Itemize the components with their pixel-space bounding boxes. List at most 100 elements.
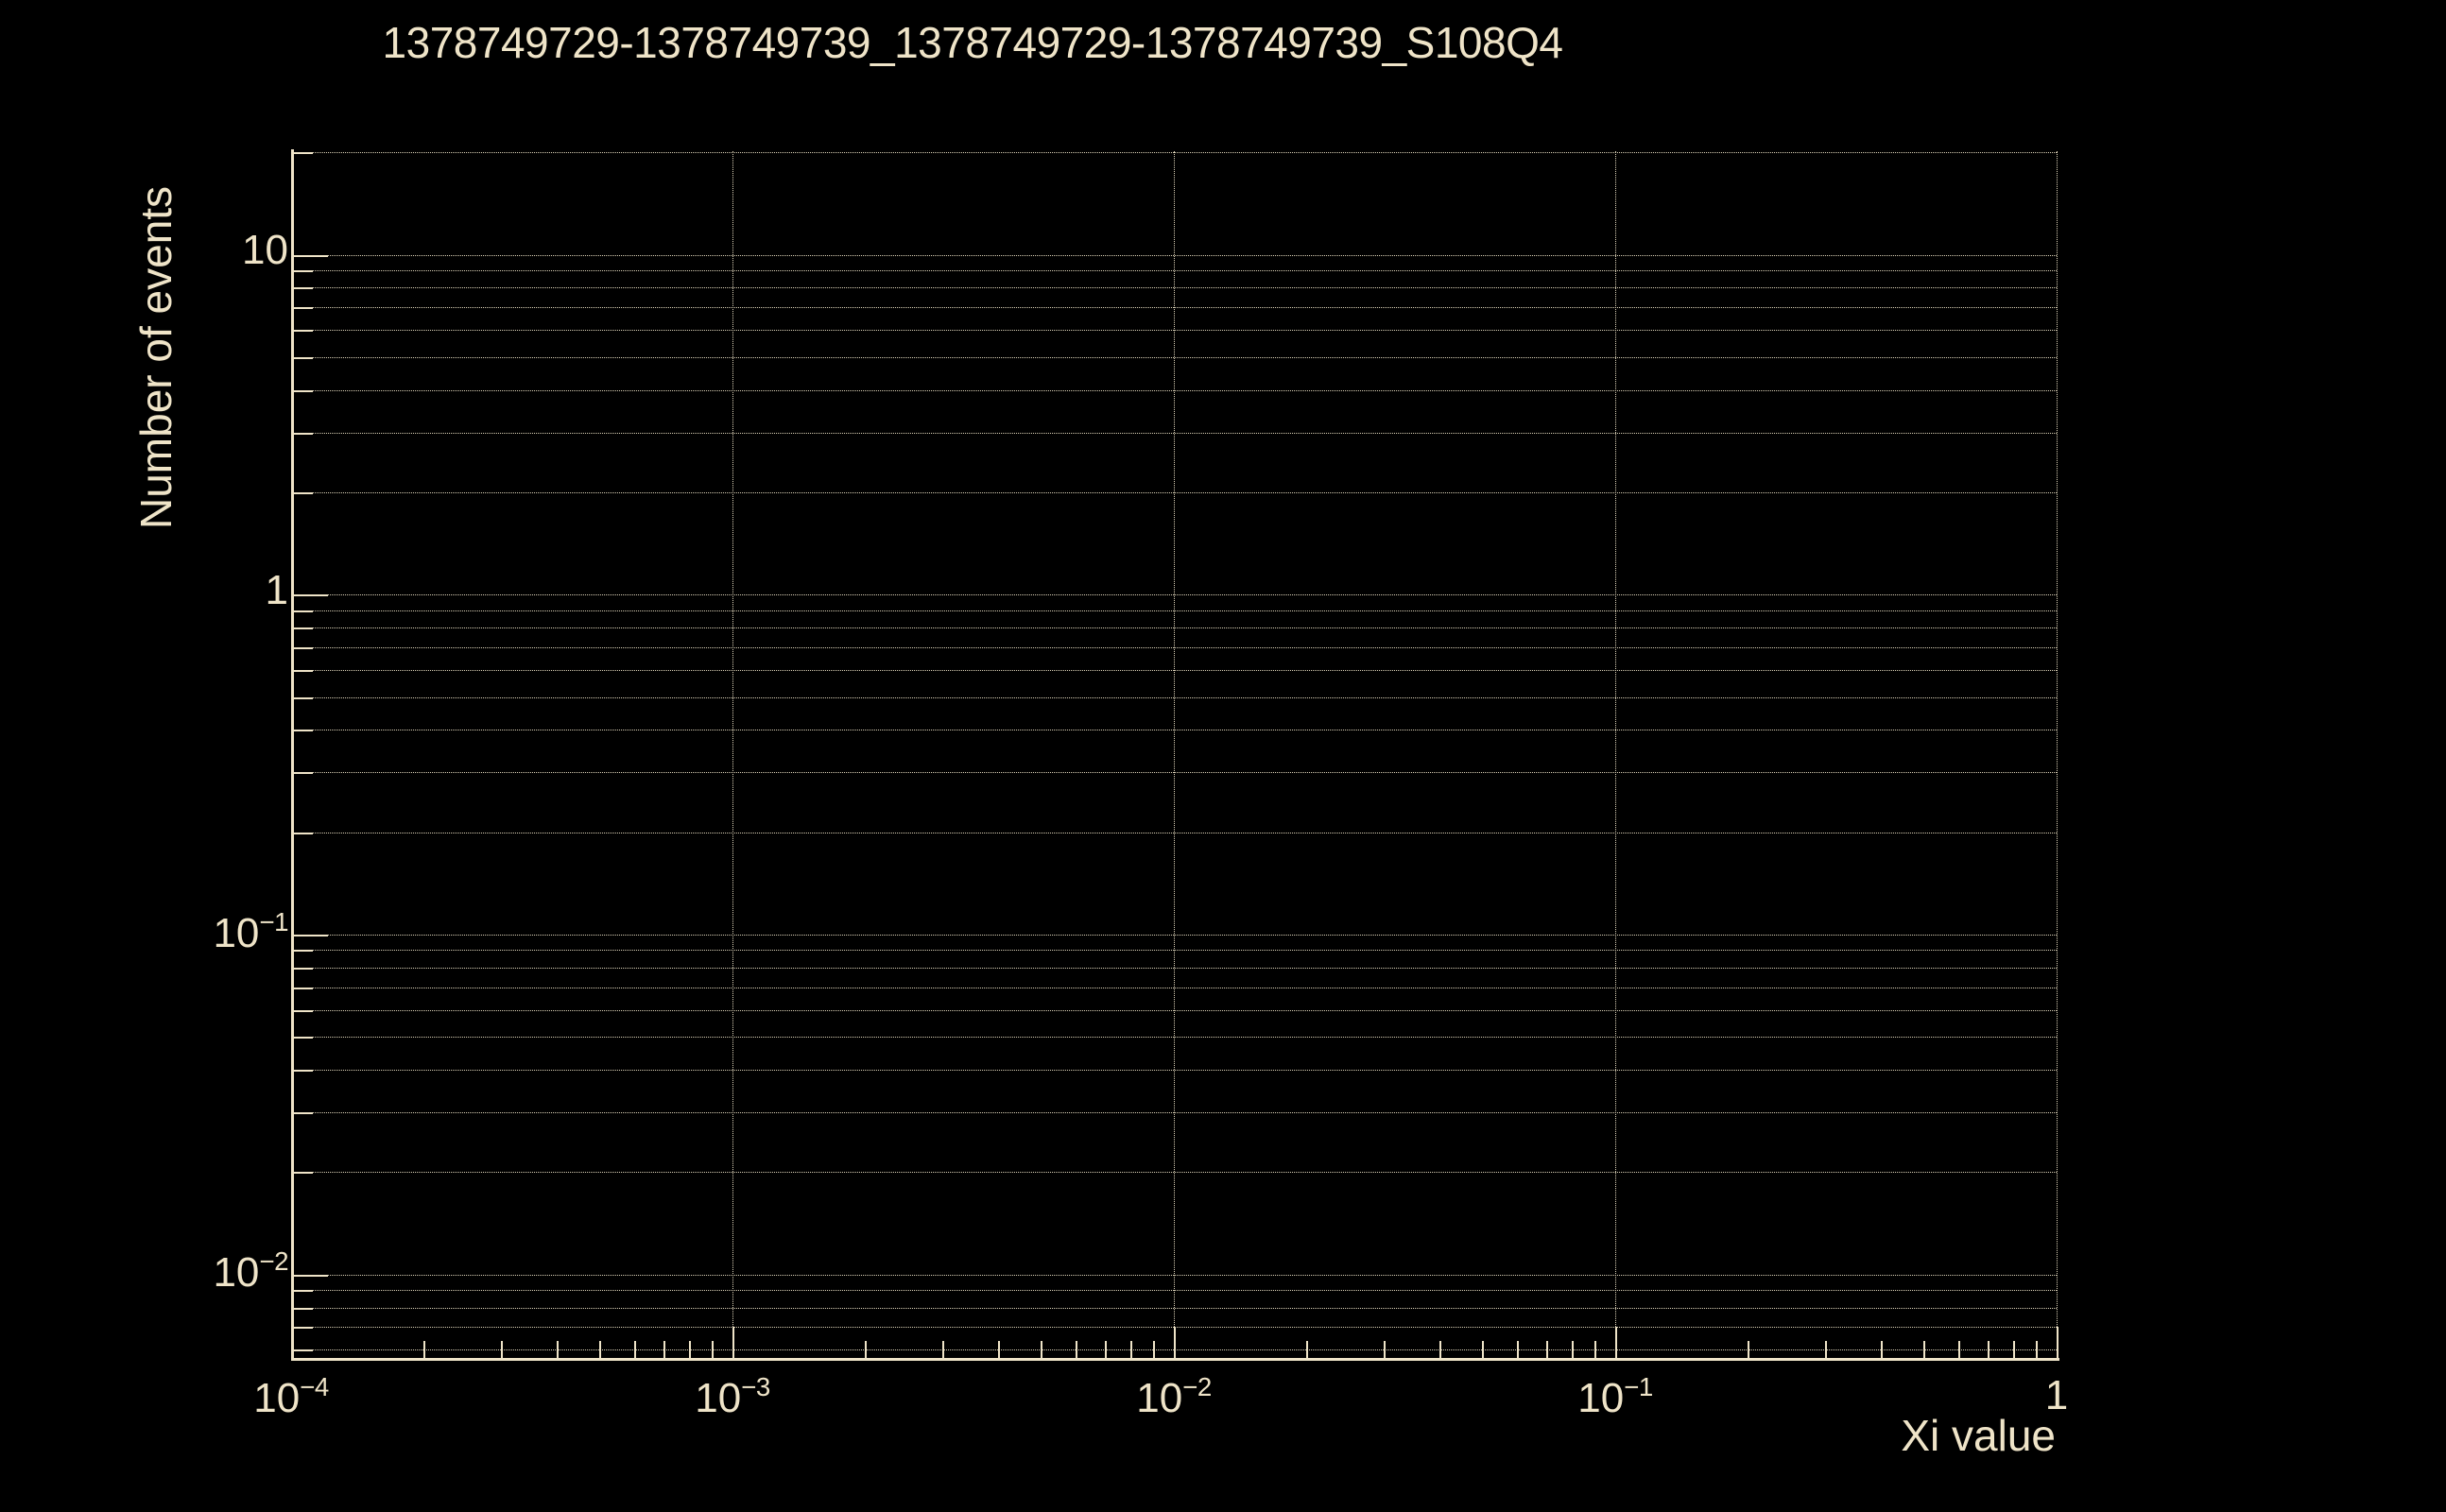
x-axis-tick (599, 1341, 601, 1358)
y-axis-tick (294, 772, 313, 774)
gridline-horizontal (295, 627, 2057, 629)
y-axis-tick (294, 307, 313, 309)
gridline-horizontal (295, 772, 2057, 774)
gridline-horizontal (295, 287, 2057, 289)
y-axis-tick (294, 152, 313, 154)
x-axis-tick (1130, 1341, 1132, 1358)
gridline-horizontal (295, 492, 2057, 494)
y-axis-tick (294, 833, 313, 834)
gridline-horizontal (295, 833, 2057, 834)
y-tick-label: 10−1 (213, 906, 288, 956)
gridline-horizontal (295, 1070, 2057, 1072)
x-axis-tick (2036, 1341, 2038, 1358)
x-tick-label: 10−4 (253, 1372, 329, 1422)
y-axis-tick (294, 935, 328, 936)
y-axis-title: Number of events (131, 185, 181, 529)
gridline-horizontal (295, 1010, 2057, 1012)
gridline-horizontal (295, 1290, 2057, 1292)
x-axis-tick (1825, 1341, 1827, 1358)
y-axis-tick (294, 1037, 313, 1039)
y-axis-tick (294, 647, 313, 649)
gridline-horizontal (295, 1275, 2057, 1277)
y-axis-tick (294, 1308, 313, 1310)
x-axis-tick (1174, 1327, 1176, 1358)
x-axis-tick (423, 1341, 425, 1358)
gridline-horizontal (295, 935, 2057, 936)
x-axis-tick (634, 1341, 636, 1358)
x-axis-title: Xi value (1901, 1411, 2056, 1460)
x-axis-tick (1439, 1341, 1441, 1358)
x-axis-tick (1923, 1341, 1925, 1358)
gridline-horizontal (295, 1327, 2057, 1329)
x-axis-tick (689, 1341, 691, 1358)
x-axis-tick (942, 1341, 944, 1358)
gridline-horizontal (295, 255, 2057, 257)
gridline-horizontal (295, 357, 2057, 359)
x-axis-line (291, 1358, 2059, 1361)
y-axis-tick (294, 1070, 313, 1072)
gridline-vertical (1615, 151, 1617, 1359)
page-title: 1378749729-1378749739_1378749729-1378749… (0, 17, 2446, 68)
x-tick-label: 10−3 (695, 1372, 770, 1422)
x-axis-tick (1041, 1341, 1042, 1358)
x-axis-tick (732, 1327, 734, 1358)
x-axis-tick (1988, 1341, 1990, 1358)
gridline-vertical (732, 151, 734, 1359)
y-axis-tick (294, 1349, 313, 1351)
gridline-horizontal (295, 950, 2057, 952)
y-axis-tick (294, 1010, 313, 1012)
gridline-horizontal (295, 433, 2057, 435)
x-axis-tick (1748, 1341, 1749, 1358)
x-axis-tick (1881, 1341, 1883, 1358)
x-axis-tick (2013, 1341, 2015, 1358)
y-axis-tick (294, 968, 313, 970)
y-axis-tick (294, 1172, 313, 1174)
y-axis-tick (294, 1112, 313, 1114)
y-tick-label: 1 (265, 566, 288, 613)
y-axis-tick (294, 697, 313, 699)
gridline-horizontal (295, 1172, 2057, 1174)
y-axis-tick (294, 492, 313, 494)
x-axis-tick (1546, 1341, 1548, 1358)
y-axis-tick (294, 1327, 313, 1329)
gridline-horizontal (295, 968, 2057, 970)
gridline-horizontal (295, 152, 2057, 154)
plot-title-text: 1378749729-1378749739_1378749729-1378749… (382, 18, 1563, 67)
x-axis-tick (865, 1341, 867, 1358)
y-axis-tick (294, 594, 328, 596)
gridline-vertical (1174, 151, 1176, 1359)
y-axis-tick (294, 390, 313, 392)
x-tick-label: 1 (2044, 1372, 2069, 1418)
y-axis-line (291, 149, 294, 1361)
gridline-horizontal (295, 1349, 2057, 1351)
y-axis-tick (294, 357, 313, 359)
x-axis-tick (1615, 1327, 1617, 1358)
y-axis-tick (294, 1275, 328, 1277)
gridline-horizontal (295, 610, 2057, 612)
gridline-horizontal (295, 270, 2057, 272)
gridline-vertical (2057, 151, 2058, 1359)
x-axis-tick (1482, 1341, 1484, 1358)
x-axis-tick (1958, 1341, 1960, 1358)
x-axis-tick (1153, 1341, 1155, 1358)
gridline-horizontal (295, 988, 2057, 989)
y-tick-label: 10 (242, 227, 288, 274)
x-axis-tick (712, 1341, 714, 1358)
x-axis-tick (998, 1341, 1000, 1358)
gridline-horizontal (295, 1037, 2057, 1039)
y-axis-tick (294, 730, 313, 731)
gridline-horizontal (295, 307, 2057, 309)
gridline-horizontal (295, 670, 2057, 672)
x-axis-tick (1572, 1341, 1574, 1358)
y-tick-label: 10−2 (213, 1246, 288, 1297)
gridline-horizontal (295, 1112, 2057, 1114)
x-axis-tick (557, 1341, 559, 1358)
gridline-horizontal (295, 594, 2057, 596)
x-axis-tick (1594, 1341, 1596, 1358)
gridline-horizontal (295, 697, 2057, 699)
x-axis-tick (1384, 1341, 1386, 1358)
x-tick-label: 10−2 (1136, 1372, 1212, 1422)
y-axis-tick (294, 610, 313, 612)
x-tick-label: 10−1 (1577, 1372, 1653, 1422)
